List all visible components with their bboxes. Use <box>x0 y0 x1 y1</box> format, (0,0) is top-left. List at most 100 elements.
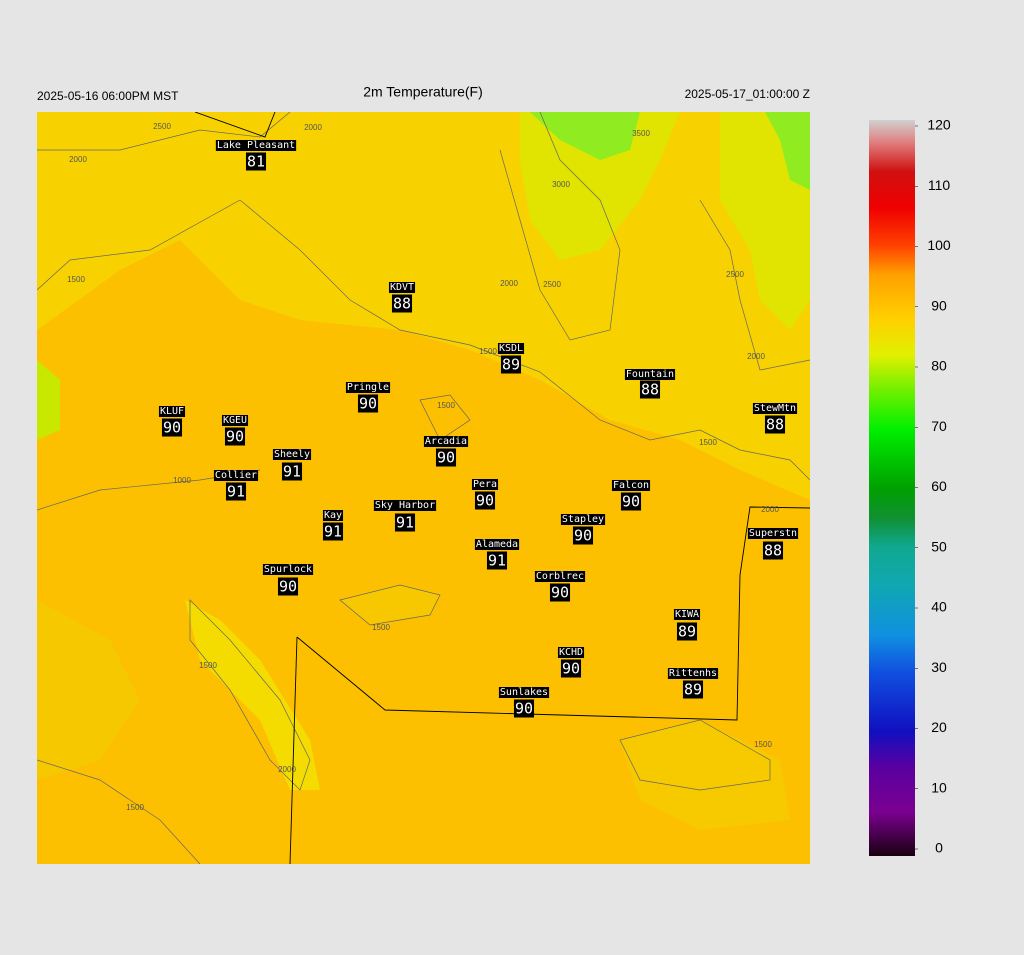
station-name: Collier <box>215 470 257 481</box>
label-box <box>224 427 246 446</box>
label-box <box>560 514 606 525</box>
contour-label: 2500 <box>543 280 561 289</box>
colorbar-tick-label: 40 <box>931 599 947 615</box>
label-box <box>272 449 312 460</box>
contour-label: 3000 <box>552 180 570 189</box>
label-box <box>474 539 520 550</box>
label-box <box>388 282 416 293</box>
label-box <box>221 415 249 426</box>
contour-label: 2000 <box>761 505 779 514</box>
station-value: 89 <box>502 356 520 374</box>
station-value: 90 <box>476 492 494 510</box>
label-box <box>534 571 586 582</box>
colorbar-tick-label: 20 <box>931 719 947 735</box>
station-name: Alameda <box>476 539 518 550</box>
colorbar-tick-label: 70 <box>931 418 947 434</box>
station-value: 88 <box>764 542 782 560</box>
label-box <box>213 470 259 481</box>
label-box <box>486 551 508 570</box>
label-box <box>423 436 469 447</box>
label-box <box>277 577 299 596</box>
station-value: 88 <box>641 381 659 399</box>
station-name: Sky Harbor <box>375 500 435 511</box>
station-name: StewMtn <box>754 403 796 414</box>
colorbar <box>869 120 915 856</box>
label-box <box>158 406 186 417</box>
map-field <box>37 112 810 864</box>
contour-label: 1500 <box>479 347 497 356</box>
station-value: 91 <box>227 483 245 501</box>
colorbar-tick-label: 0 <box>935 840 943 856</box>
label-box <box>225 482 247 501</box>
station-name: Sunlakes <box>500 687 548 698</box>
label-box <box>513 699 535 718</box>
contour-label: 2500 <box>726 270 744 279</box>
contour-label: 1500 <box>67 275 85 284</box>
label-box <box>549 583 571 602</box>
station-name: Pringle <box>347 382 389 393</box>
colorbar-tick-label: 120 <box>927 117 951 133</box>
station-name: KDVT <box>390 282 414 293</box>
label-box <box>620 492 642 511</box>
label-box <box>747 528 799 539</box>
contour-label: 2000 <box>69 155 87 164</box>
station-value: 91 <box>283 463 301 481</box>
label-box <box>357 394 379 413</box>
station-name: Arcadia <box>425 436 467 447</box>
label-box <box>624 369 676 380</box>
station-value: 91 <box>324 523 342 541</box>
contour-label: 2000 <box>304 123 322 132</box>
colorbar-tick-label: 100 <box>927 237 951 253</box>
colorbar-tick-label: 50 <box>931 538 947 554</box>
label-box <box>322 522 344 541</box>
station-value: 90 <box>437 449 455 467</box>
station-value: 90 <box>359 395 377 413</box>
station-name: Corblrec <box>536 571 584 582</box>
label-box <box>572 526 594 545</box>
label-box <box>676 622 698 641</box>
label-box <box>639 380 661 399</box>
station-name: KLUF <box>160 406 184 417</box>
station-name: Spurlock <box>264 564 312 575</box>
map-title: 2m Temperature(F) <box>363 84 483 100</box>
label-box <box>215 140 297 151</box>
label-box <box>245 152 267 171</box>
contour-label: 3500 <box>632 129 650 138</box>
station-value: 88 <box>766 416 784 434</box>
label-box <box>394 513 416 532</box>
station-name: Fountain <box>626 369 674 380</box>
station-value: 91 <box>396 514 414 532</box>
label-box <box>435 448 457 467</box>
station-value: 90 <box>515 700 533 718</box>
contour-label: 1500 <box>126 803 144 812</box>
station-value: 90 <box>622 493 640 511</box>
valid-time-utc: 2025-05-17_01:00:00 Z <box>685 87 810 101</box>
station-value: 81 <box>247 153 265 171</box>
station-name: Stapley <box>562 514 604 525</box>
station-name: Sheely <box>274 449 310 460</box>
station-value: 91 <box>488 552 506 570</box>
label-box <box>391 294 413 313</box>
colorbar-tick-label: 30 <box>931 659 947 675</box>
label-box <box>471 479 499 490</box>
contour-label: 1500 <box>372 623 390 632</box>
station-name: KGEU <box>223 415 247 426</box>
station-value: 89 <box>678 623 696 641</box>
station-value: 90 <box>163 419 181 437</box>
label-box <box>611 480 651 491</box>
station-name: Rittenhs <box>669 668 717 679</box>
colorbar-tick-label: 90 <box>931 297 947 313</box>
label-box <box>557 647 585 658</box>
contour-label: 2500 <box>153 122 171 131</box>
contour-label: 1500 <box>437 401 455 410</box>
contour-label: 1500 <box>754 740 772 749</box>
label-box <box>667 668 719 679</box>
station-name: Pera <box>473 479 497 490</box>
station-value: 89 <box>684 681 702 699</box>
valid-time-local: 2025-05-16 06:00PM MST <box>37 89 179 103</box>
station-value: 90 <box>551 584 569 602</box>
colorbar-tick-label: 80 <box>931 358 947 374</box>
label-box <box>498 687 550 698</box>
station-value: 90 <box>226 428 244 446</box>
